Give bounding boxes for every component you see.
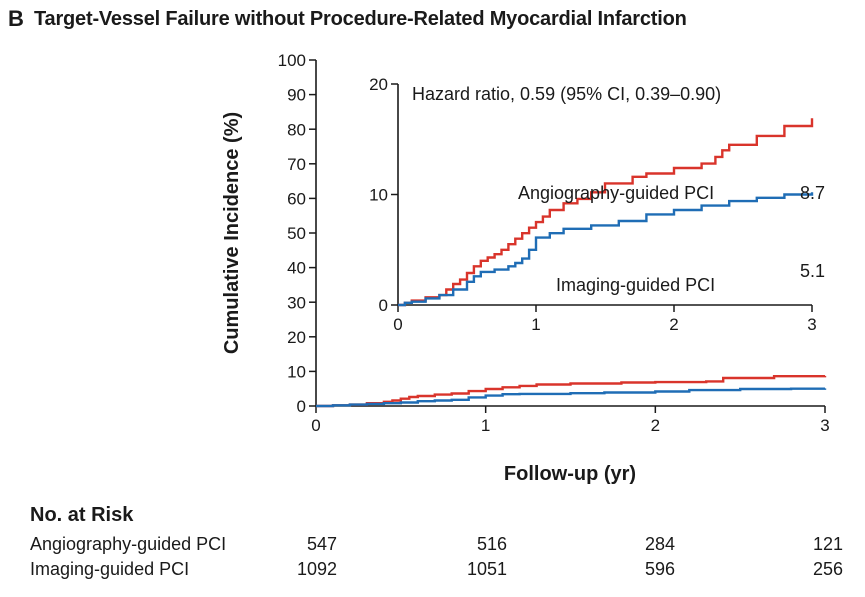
imaging-final-value: 5.1 xyxy=(800,261,825,281)
risk-row-label: Imaging-guided PCI xyxy=(30,559,190,579)
y-axis-title: Cumulative Incidence (%) xyxy=(221,112,243,354)
main-y-tick-label: 70 xyxy=(287,155,306,174)
main-series-line-angiography xyxy=(316,375,827,408)
inset-y-tick-label: 10 xyxy=(369,186,388,205)
imaging-series-label: Imaging-guided PCI xyxy=(556,275,715,295)
main-series-line-imaging xyxy=(316,387,827,408)
main-y-tick-label: 60 xyxy=(287,190,306,209)
main-y-tick-label: 30 xyxy=(287,293,306,312)
risk-count: 121 xyxy=(812,534,843,554)
risk-count: 256 xyxy=(812,559,843,579)
angiography-series-label: Angiography-guided PCI xyxy=(518,183,714,203)
x-axis-title: Follow-up (yr) xyxy=(504,463,636,485)
main-y-tick-label: 20 xyxy=(287,328,306,347)
inset-y-tick-label: 0 xyxy=(379,296,388,315)
inset-y-tick-label: 20 xyxy=(369,75,388,94)
inset-x-tick-label: 0 xyxy=(393,315,402,334)
main-y-tick-label: 50 xyxy=(287,224,306,243)
inset-x-tick-label: 2 xyxy=(669,315,678,334)
main-x-tick-label: 1 xyxy=(481,416,490,435)
main-y-tick-label: 40 xyxy=(287,259,306,278)
inset-x-tick-label: 3 xyxy=(807,315,816,334)
main-x-tick-label: 0 xyxy=(311,416,320,435)
main-y-tick-label: 0 xyxy=(297,397,306,416)
risk-count: 284 xyxy=(644,534,675,554)
inset-series-line-angiography xyxy=(398,118,814,307)
risk-count: 1051 xyxy=(466,559,507,579)
main-x-tick-label: 2 xyxy=(651,416,660,435)
inset-x-tick-label: 1 xyxy=(531,315,540,334)
main-x-tick-label: 3 xyxy=(820,416,829,435)
main-y-tick-label: 100 xyxy=(278,51,306,70)
main-y-tick-label: 80 xyxy=(287,120,306,139)
chart-title: Target-Vessel Failure without Procedure-… xyxy=(34,8,687,30)
inset-series-line-imaging xyxy=(398,192,814,307)
risk-row-label: Angiography-guided PCI xyxy=(30,534,227,554)
risk-table-title: No. at Risk xyxy=(30,504,134,526)
panel-label: B xyxy=(8,6,24,31)
main-y-tick-label: 10 xyxy=(287,363,306,382)
risk-count: 596 xyxy=(644,559,675,579)
risk-count: 1092 xyxy=(296,559,337,579)
risk-count: 516 xyxy=(476,534,507,554)
angiography-final-value: 8.7 xyxy=(800,183,825,203)
inset-chart: 0 10 20 0 1 2 3 Hazard ratio, 0.59 (95% CI, 0.3… xyxy=(369,75,825,334)
hazard-ratio-annotation: Hazard ratio, 0.59 (95% CI, 0.39–0.90) xyxy=(412,84,721,104)
main-y-tick-label: 90 xyxy=(287,86,306,105)
risk-count: 547 xyxy=(306,534,337,554)
